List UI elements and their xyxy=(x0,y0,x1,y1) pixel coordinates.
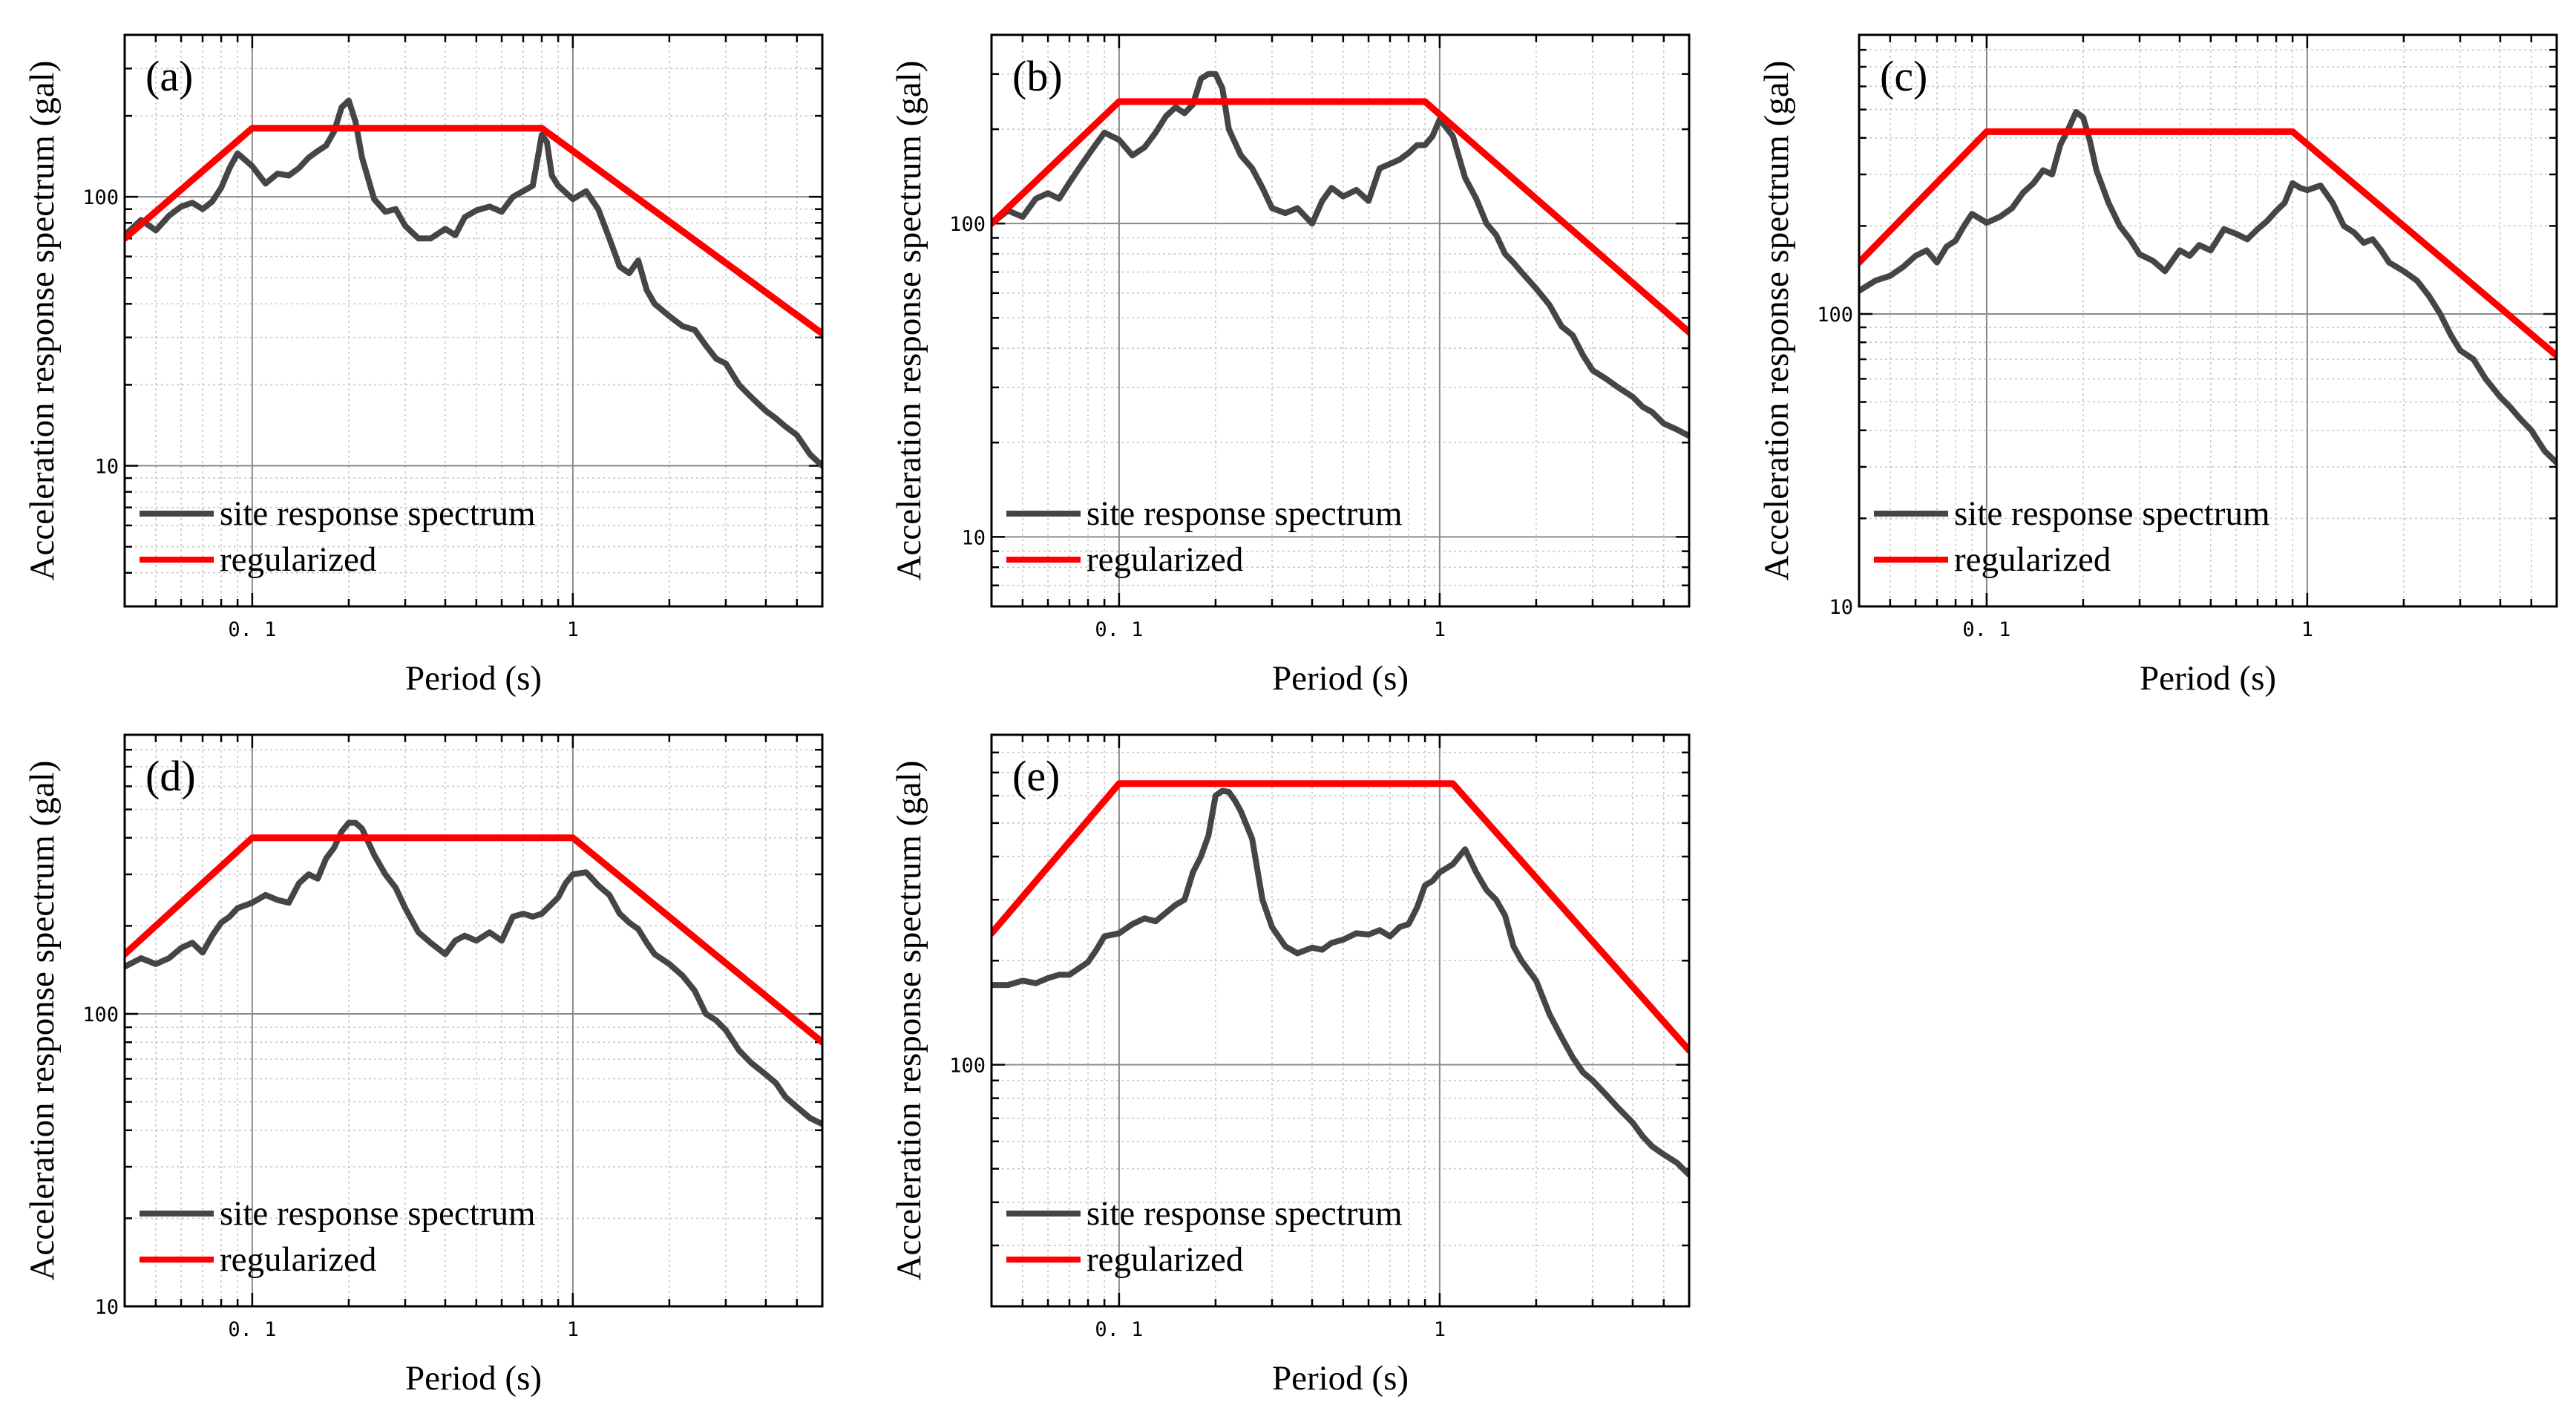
y-axis-label: Acceleration response spectrum (gal) xyxy=(1757,61,1796,581)
x-tick-label: 1 xyxy=(1434,618,1446,641)
legend: site response spectrum regularized xyxy=(1006,494,1403,579)
legend-label: site response spectrum xyxy=(1954,494,2270,533)
y-tick-label: 10 xyxy=(1829,596,1853,619)
legend-label: site response spectrum xyxy=(1087,1194,1403,1233)
series-line-regularized xyxy=(992,98,1689,336)
legend: site response spectrum regularized xyxy=(1006,1194,1403,1279)
plot-area xyxy=(992,71,1689,439)
major-grid xyxy=(992,35,1689,606)
y-tick-label: 100 xyxy=(82,186,119,209)
tick-marks xyxy=(992,735,1689,1306)
tick-marks xyxy=(125,735,822,1306)
x-tick-label: 1 xyxy=(1434,1318,1446,1341)
plot-frame xyxy=(123,733,824,1308)
plot-frame xyxy=(990,33,1691,608)
minor-grid xyxy=(125,35,822,606)
chart-panel-d: 0. 1 1 10 100 Period (s) Acceleration respons… xyxy=(23,733,824,1398)
minor-grid xyxy=(992,735,1689,1306)
chart-panel-e: 0. 1 1 100 Period (s) Acceleration response … xyxy=(890,733,1691,1398)
plot-frame xyxy=(1858,33,2558,608)
x-axis-label: Period (s) xyxy=(1272,1359,1409,1398)
x-axis-label: Period (s) xyxy=(2140,659,2276,698)
series-line-regularized xyxy=(125,834,822,1046)
y-tick-label: 100 xyxy=(949,1054,986,1077)
y-axis-label: Acceleration response spectrum (gal) xyxy=(890,61,928,581)
major-grid xyxy=(125,35,822,606)
series-line-regularized xyxy=(1859,128,2557,359)
chart-panel-b: 0. 1 1 10 100 Period (s) Acceleration respons… xyxy=(890,33,1691,698)
panel-label: (c) xyxy=(1880,52,1927,100)
panel-label: (b) xyxy=(1012,52,1063,100)
x-axis-label: Period (s) xyxy=(1272,659,1409,698)
x-tick-label: 0. 1 xyxy=(1962,618,2010,641)
series-line-site-response-spectrum xyxy=(125,97,822,469)
minor-grid xyxy=(992,35,1689,606)
plot-frame xyxy=(990,733,1691,1308)
plot-frame xyxy=(123,33,824,608)
x-tick-label: 1 xyxy=(567,618,579,641)
series-line-site-response-spectrum xyxy=(125,819,822,1127)
series-line-regularized xyxy=(992,780,1689,1054)
legend-label: regularized xyxy=(220,540,376,579)
tick-marks xyxy=(125,35,822,606)
legend-label: regularized xyxy=(1087,1240,1243,1279)
plot-area xyxy=(992,780,1689,1178)
legend-label: site response spectrum xyxy=(1087,494,1403,533)
y-tick-label: 100 xyxy=(949,213,986,236)
series-line-site-response-spectrum xyxy=(1859,109,2557,466)
x-tick-label: 1 xyxy=(567,1318,579,1341)
x-tick-label: 1 xyxy=(2301,618,2313,641)
panel-label: (e) xyxy=(1012,752,1060,800)
x-tick-label: 0. 1 xyxy=(1095,618,1143,641)
y-axis-label: Acceleration response spectrum (gal) xyxy=(23,61,62,581)
y-tick-label: 10 xyxy=(961,526,986,549)
major-grid xyxy=(992,735,1689,1306)
x-axis-label: Period (s) xyxy=(405,659,542,698)
legend: site response spectrum regularized xyxy=(140,494,536,579)
plot-area xyxy=(1859,109,2557,466)
legend: site response spectrum regularized xyxy=(1874,494,2270,579)
y-axis-label: Acceleration response spectrum (gal) xyxy=(23,761,62,1281)
plot-area xyxy=(125,97,822,469)
series-line-site-response-spectrum xyxy=(992,788,1689,1178)
legend-label: regularized xyxy=(1954,540,2111,579)
tick-marks xyxy=(1859,35,2557,606)
x-tick-label: 0. 1 xyxy=(228,1318,276,1341)
series-line-regularized xyxy=(125,125,822,337)
y-tick-label: 10 xyxy=(94,456,119,479)
series-line-site-response-spectrum xyxy=(992,71,1689,439)
legend-label: site response spectrum xyxy=(220,1194,536,1233)
chart-panel-a: 0. 1 1 10 100 Period (s) Acceleration respons… xyxy=(23,33,824,698)
y-tick-label: 100 xyxy=(1817,304,1853,327)
plot-area xyxy=(125,819,822,1127)
legend-label: regularized xyxy=(1087,540,1243,579)
x-tick-label: 0. 1 xyxy=(1095,1318,1143,1341)
panel-label: (d) xyxy=(145,752,196,800)
y-tick-label: 10 xyxy=(94,1296,119,1319)
legend-label: site response spectrum xyxy=(220,494,536,533)
legend: site response spectrum regularized xyxy=(140,1194,536,1279)
y-tick-label: 100 xyxy=(82,1003,119,1026)
y-axis-label: Acceleration response spectrum (gal) xyxy=(890,761,928,1281)
panel-label: (a) xyxy=(145,52,193,100)
x-tick-label: 0. 1 xyxy=(228,618,276,641)
chart-panel-c: 0. 1 1 10 100 Period (s) Acceleration respons… xyxy=(1757,33,2558,698)
tick-marks xyxy=(992,35,1689,606)
legend-label: regularized xyxy=(220,1240,376,1279)
x-axis-label: Period (s) xyxy=(405,1359,542,1398)
